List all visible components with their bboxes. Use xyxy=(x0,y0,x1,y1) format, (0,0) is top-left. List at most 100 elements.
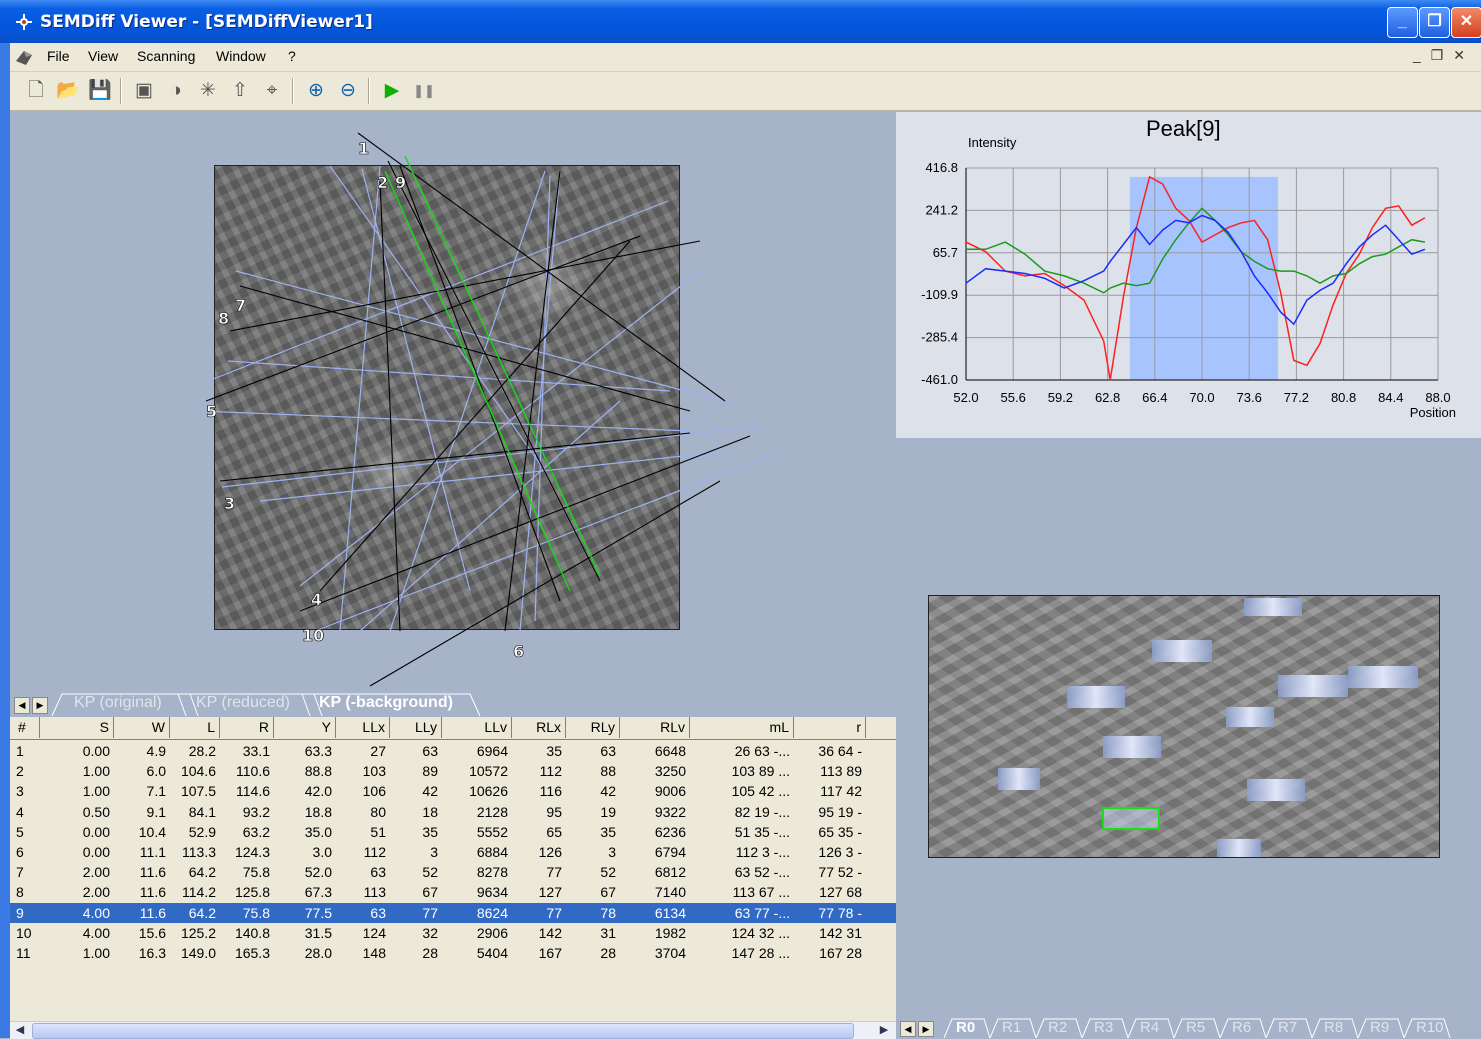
column-header-s[interactable]: S xyxy=(40,717,114,738)
table-row[interactable]: 8 2.00 11.6 114.2 125.8 67.3 113 67 9634 127 67 714… xyxy=(10,882,896,902)
region-tab-r6[interactable]: R6 xyxy=(1232,1019,1252,1036)
roi-box[interactable] xyxy=(1067,686,1125,708)
roi-box[interactable] xyxy=(1103,736,1161,758)
table-cell: 88.8 xyxy=(304,763,332,780)
minimize-button[interactable]: _ xyxy=(1387,7,1418,38)
column-header-r[interactable]: r xyxy=(794,717,866,738)
region-tab-r10[interactable]: R10 xyxy=(1416,1019,1444,1036)
mdi-restore-icon[interactable]: ❐ xyxy=(1430,47,1454,63)
table-row[interactable]: 10 4.00 15.6 125.2 140.8 31.5 124 32 2906 142 31 19… xyxy=(10,923,896,943)
table-cell: 6794 xyxy=(654,844,686,860)
horizontal-scrollbar[interactable]: ◀ ▶ xyxy=(10,1021,896,1039)
mdi-minimize-icon[interactable]: _ xyxy=(1412,47,1431,63)
scroll-left-icon[interactable]: ◀ xyxy=(15,1024,25,1036)
bands-table[interactable]: # S W L R Y LLx LLy LLv RLx RLy RLv mL r 1 0.00 4.9 28.2… xyxy=(10,717,896,1022)
region-tab-r8[interactable]: R8 xyxy=(1324,1019,1344,1036)
column-header-ml[interactable]: mL xyxy=(690,717,794,738)
roi-box[interactable] xyxy=(1348,666,1418,688)
roi-box[interactable] xyxy=(1244,598,1302,616)
table-cell: 77 52 - xyxy=(818,864,862,881)
tab-kp-background[interactable]: KP (-background) xyxy=(319,694,453,711)
column-header-r[interactable]: R xyxy=(220,717,274,738)
column-header-index[interactable]: # xyxy=(10,717,40,738)
region-tab-r0[interactable]: R0 xyxy=(956,1019,976,1036)
column-header-llv[interactable]: LLv xyxy=(442,717,512,738)
column-header-y[interactable]: Y xyxy=(274,717,336,738)
open-folder-icon[interactable]: 📂 xyxy=(56,80,80,101)
peak-chart[interactable]: 52.0 55.6 59.2 62.8 66.4 70.0 73.6 77.2 80.8 84.4… xyxy=(896,112,1481,438)
target-icon[interactable]: ⌖ xyxy=(266,80,278,101)
roi-box[interactable] xyxy=(1217,839,1261,857)
roi-box[interactable] xyxy=(1226,707,1274,727)
star-burst-icon[interactable]: ✳ xyxy=(200,80,216,101)
region-tab-right-button[interactable]: ▶ xyxy=(918,1021,934,1037)
table-cell: 10.4 xyxy=(138,823,166,840)
column-header-llx[interactable]: LLx xyxy=(336,717,390,738)
table-row[interactable]: 6 0.00 11.1 113.3 124.3 3.0 112 3 6884 126 3 6794 11… xyxy=(10,842,896,862)
table-row[interactable]: 3 1.00 7.1 107.5 114.6 42.0 106 42 10626 116 42 900… xyxy=(10,781,896,801)
title-bar[interactable]: SEMDiff Viewer - [SEMDiffViewer1] _ ❐ ✕ xyxy=(0,0,1481,43)
table-row[interactable]: 1 0.00 4.9 28.2 33.1 63.3 27 63 6964 35 63 6648 26 6… xyxy=(10,741,896,761)
play-icon[interactable]: ▶ xyxy=(384,80,400,101)
column-header-lly[interactable]: LLy xyxy=(390,717,442,738)
new-file-icon[interactable]: 🗋 xyxy=(28,80,44,101)
column-header-rly[interactable]: RLy xyxy=(566,717,620,738)
zoom-out-icon[interactable]: ⊖ xyxy=(340,80,356,101)
region-tab-r4[interactable]: R4 xyxy=(1140,1019,1160,1036)
table-cell: 35 xyxy=(546,743,562,759)
close-button[interactable]: ✕ xyxy=(1451,7,1481,38)
table-cell: 51 35 -... xyxy=(734,823,790,840)
column-header-l[interactable]: L xyxy=(170,717,220,738)
roi-box[interactable] xyxy=(1278,675,1348,697)
table-row[interactable]: 11 1.00 16.3 149.0 165.3 28.0 148 28 5404 167 28 37… xyxy=(10,943,896,963)
table-cell: 63 xyxy=(600,743,616,759)
menu-window[interactable]: Window xyxy=(216,48,266,64)
crosshair-up-icon[interactable]: ⇧ xyxy=(232,80,248,101)
column-header-w[interactable]: W xyxy=(114,717,170,738)
contrast-icon[interactable]: ◑ xyxy=(170,80,182,101)
scroll-thumb[interactable] xyxy=(32,1023,854,1039)
region-tab-left-button[interactable]: ◀ xyxy=(900,1021,916,1037)
table-cell: 113.3 xyxy=(182,844,216,860)
pause-icon[interactable]: ❚❚ xyxy=(413,83,435,98)
zoom-in-icon[interactable]: ⊕ xyxy=(308,80,324,101)
roi-box[interactable] xyxy=(1247,779,1305,801)
roi-box[interactable] xyxy=(1152,640,1212,662)
tab-scroll-left-button[interactable]: ◀ xyxy=(14,697,30,714)
table-row[interactable]: 4 0.50 9.1 84.1 93.2 18.8 80 18 2128 95 19 9322 82 1… xyxy=(10,802,896,822)
menu-view[interactable]: View xyxy=(88,48,119,64)
table-row[interactable]: 9 4.00 11.6 64.2 75.8 77.5 63 77 8624 77 78 6134 63 … xyxy=(10,902,896,923)
menu-help[interactable]: ? xyxy=(288,48,296,64)
mdi-window-controls[interactable]: _❐✕ xyxy=(1413,47,1475,64)
tab-kp-original[interactable]: KP (original) xyxy=(74,694,162,711)
document-icon[interactable] xyxy=(14,47,34,67)
maximize-button[interactable]: ❐ xyxy=(1419,7,1450,38)
menu-scanning[interactable]: Scanning xyxy=(137,48,196,64)
region-tab-r5[interactable]: R5 xyxy=(1186,1019,1206,1036)
tab-kp-reduced[interactable]: KP (reduced) xyxy=(196,694,290,711)
table-cell: 6964 xyxy=(476,743,508,759)
region-tab-r3[interactable]: R3 xyxy=(1094,1019,1114,1036)
save-icon[interactable]: 💾 xyxy=(88,80,112,101)
region-tab-r1[interactable]: R1 xyxy=(1002,1019,1022,1036)
table-row[interactable]: 5 0.00 10.4 52.9 63.2 35.0 51 35 5552 65 35 6236 51 … xyxy=(10,822,896,842)
roi-image[interactable] xyxy=(928,595,1440,858)
scroll-right-icon[interactable]: ▶ xyxy=(879,1024,889,1036)
roi-box-selected[interactable] xyxy=(1102,807,1160,830)
column-header-rlx[interactable]: RLx xyxy=(512,717,566,738)
mdi-close-icon[interactable]: ✕ xyxy=(1453,47,1475,63)
table-cell: 93.2 xyxy=(242,803,270,820)
table-row[interactable]: 7 2.00 11.6 64.2 75.8 52.0 63 52 8278 77 52 6812 63 … xyxy=(10,862,896,882)
tab-scroll-right-button[interactable]: ▶ xyxy=(32,697,48,714)
band-line-blue xyxy=(235,270,731,404)
roi-box[interactable] xyxy=(998,768,1040,790)
camera-icon[interactable]: ▣ xyxy=(135,80,153,101)
column-header-rlv[interactable]: RLv xyxy=(620,717,690,738)
kikuchi-pattern-image[interactable] xyxy=(214,165,680,630)
region-tab-r9[interactable]: R9 xyxy=(1370,1019,1390,1036)
menu-file[interactable]: File xyxy=(47,48,70,64)
table-row[interactable]: 2 1.00 6.0 104.6 110.6 88.8 103 89 10572 112 88 325… xyxy=(10,761,896,781)
region-tab-r7[interactable]: R7 xyxy=(1278,1019,1298,1036)
table-cell: 77.5 xyxy=(304,904,332,921)
region-tab-r2[interactable]: R2 xyxy=(1048,1019,1068,1036)
